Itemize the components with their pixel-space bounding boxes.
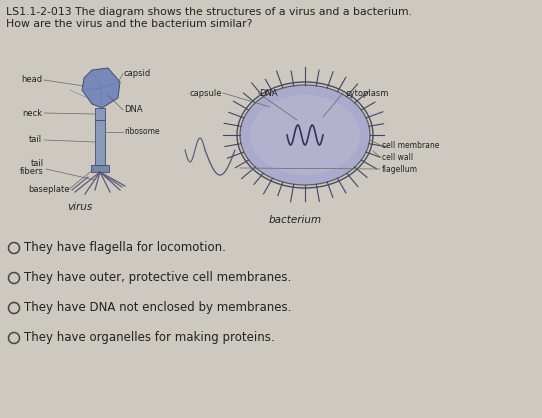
Text: They have organelles for making proteins.: They have organelles for making proteins… xyxy=(24,331,275,344)
Polygon shape xyxy=(82,68,120,108)
Text: LS1.1-2-013 The diagram shows the structures of a virus and a bacterium.: LS1.1-2-013 The diagram shows the struct… xyxy=(6,7,412,17)
Text: tail: tail xyxy=(31,158,44,168)
Bar xyxy=(91,165,109,172)
Text: fibers: fibers xyxy=(20,168,44,176)
Text: How are the virus and the bacterium similar?: How are the virus and the bacterium simi… xyxy=(6,19,253,29)
Text: cytoplasm: cytoplasm xyxy=(345,89,389,97)
Text: capsule: capsule xyxy=(190,89,222,97)
Text: virus: virus xyxy=(67,202,93,212)
Text: tail: tail xyxy=(29,135,42,145)
Text: baseplate: baseplate xyxy=(28,186,69,194)
Text: ribosome: ribosome xyxy=(124,127,160,137)
Text: head: head xyxy=(21,76,42,84)
Bar xyxy=(95,120,105,165)
Text: They have outer, protective cell membranes.: They have outer, protective cell membran… xyxy=(24,272,292,285)
Ellipse shape xyxy=(250,95,360,175)
Ellipse shape xyxy=(240,85,370,185)
Text: They have DNA not enclosed by membranes.: They have DNA not enclosed by membranes. xyxy=(24,301,292,314)
Text: capsid: capsid xyxy=(124,69,151,79)
Text: bacterium: bacterium xyxy=(268,215,321,225)
Text: neck: neck xyxy=(22,109,42,117)
Text: They have flagella for locomotion.: They have flagella for locomotion. xyxy=(24,242,227,255)
Text: cell wall: cell wall xyxy=(382,153,413,161)
Text: flagellum: flagellum xyxy=(382,165,418,173)
Bar xyxy=(95,108,105,120)
Text: DNA: DNA xyxy=(124,105,143,115)
Text: cell membrane: cell membrane xyxy=(382,140,440,150)
Text: DNA: DNA xyxy=(259,89,278,97)
